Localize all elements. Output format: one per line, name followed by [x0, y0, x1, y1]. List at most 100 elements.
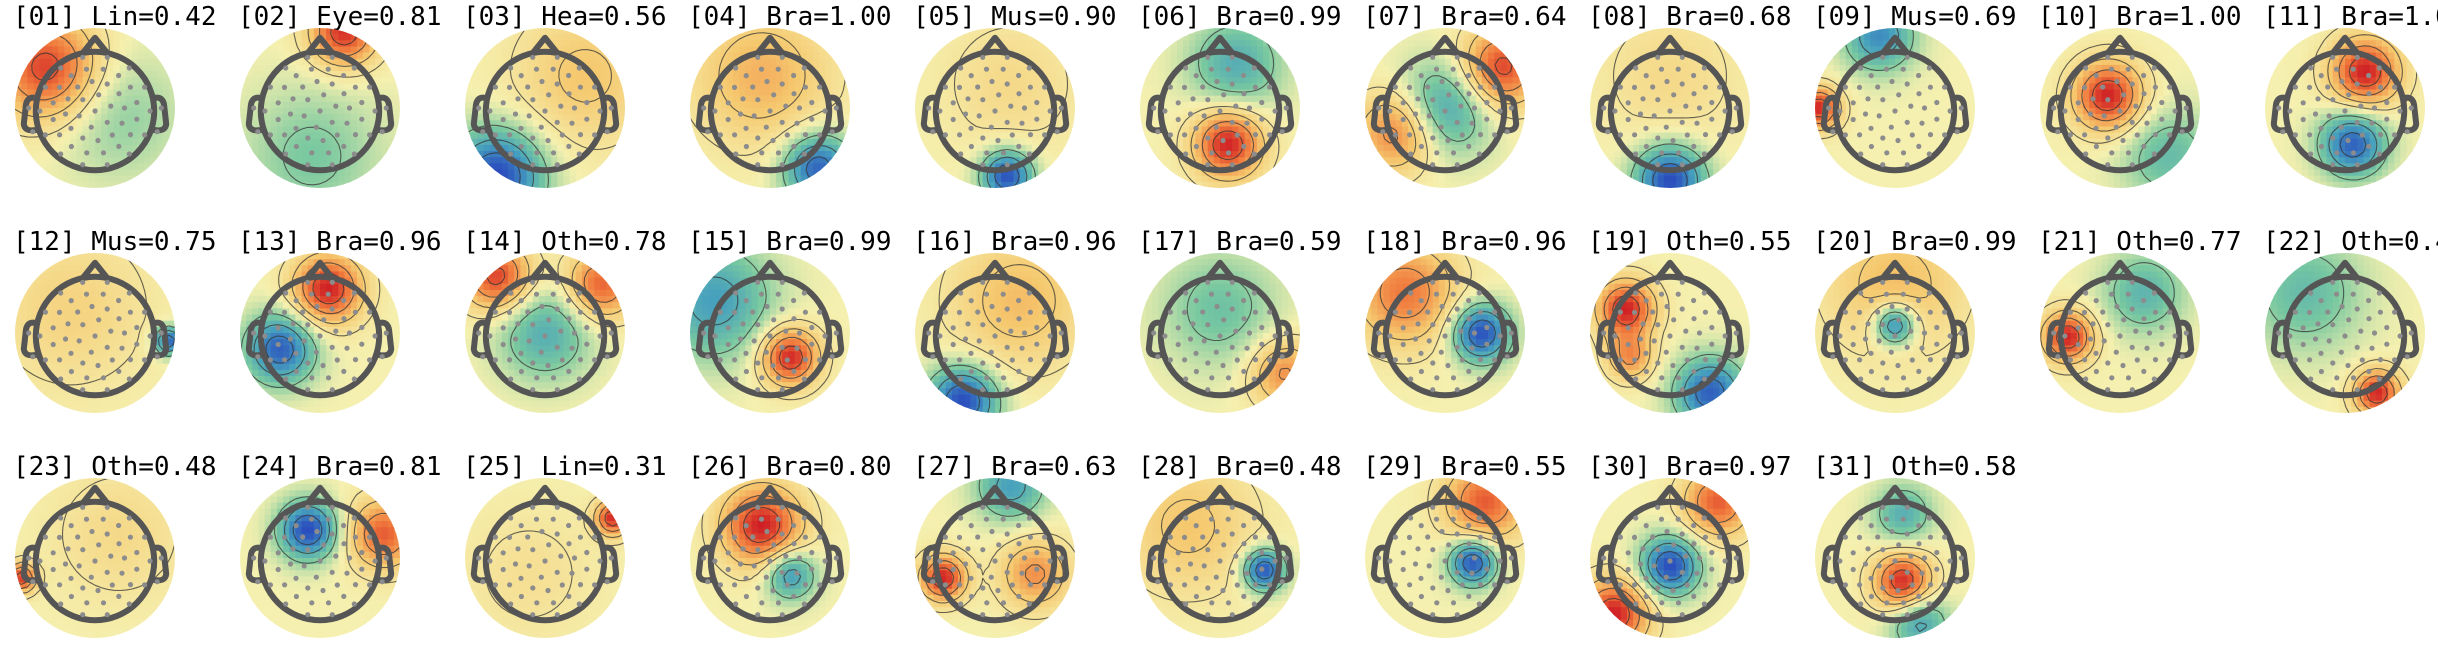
electrode	[597, 108, 603, 114]
topomap-panel-29: [29] Bra=0.55	[1363, 452, 1567, 638]
electrode	[958, 515, 964, 521]
electrode	[1213, 574, 1219, 580]
electrode	[1826, 555, 1832, 561]
electrode	[779, 279, 785, 285]
electrode	[1942, 132, 1948, 138]
electrode	[1617, 534, 1623, 540]
electrode	[89, 78, 95, 85]
electrode	[367, 309, 373, 315]
electrode	[958, 376, 964, 382]
electrode	[1430, 322, 1436, 328]
electrode	[134, 99, 140, 106]
electrode	[1267, 582, 1273, 588]
electrode	[126, 601, 132, 607]
electrode	[779, 162, 785, 168]
electrode	[2105, 322, 2111, 328]
electrode	[1858, 515, 1864, 521]
right-ear	[601, 94, 620, 134]
electrode	[127, 357, 134, 363]
electrode	[743, 523, 749, 529]
electrode	[733, 515, 739, 521]
right-ear	[1276, 94, 1295, 134]
electrode	[492, 534, 498, 540]
electrode	[2330, 54, 2336, 60]
nose	[1205, 34, 1235, 56]
electrode	[2312, 111, 2319, 117]
electrode	[1702, 357, 1709, 363]
electrode	[801, 290, 807, 296]
electrode	[508, 376, 514, 382]
electrode	[2093, 350, 2099, 356]
electrode	[80, 585, 86, 591]
electrode	[965, 321, 971, 327]
electrode	[281, 84, 288, 90]
electrode	[1916, 541, 1922, 547]
electrode	[1229, 279, 1235, 285]
electrode	[1229, 504, 1235, 510]
electrode	[937, 108, 943, 114]
electrode	[1643, 73, 1649, 79]
electrode	[1883, 291, 1890, 297]
electrode	[604, 579, 610, 585]
electrode	[1868, 575, 1874, 581]
electrode	[1702, 309, 1708, 315]
electrode	[1927, 132, 1934, 138]
electrode	[1508, 105, 1514, 111]
electrode	[1469, 120, 1475, 126]
electrode	[1009, 357, 1015, 363]
electrode	[1182, 582, 1188, 588]
electrode	[794, 345, 800, 351]
electrode	[942, 84, 949, 90]
electrode	[784, 132, 790, 138]
electrode	[127, 582, 134, 588]
electrode	[1187, 111, 1194, 117]
electrode	[1471, 105, 1478, 111]
electrode	[2287, 333, 2293, 339]
electrode	[2109, 150, 2115, 156]
electrode	[1717, 132, 1723, 138]
electrode	[37, 108, 43, 114]
component-title: [13] Bra=0.96	[238, 227, 442, 257]
electrode	[705, 354, 711, 360]
electrode	[530, 612, 536, 618]
electrode	[1392, 309, 1398, 315]
electrode	[1241, 72, 1247, 79]
electrode	[554, 531, 560, 537]
electrodes	[1151, 54, 1289, 168]
electrode	[770, 587, 776, 594]
electrode	[767, 333, 773, 339]
electrode	[530, 135, 536, 141]
electrode	[1252, 534, 1258, 540]
electrode	[308, 516, 315, 522]
electrode	[1187, 561, 1194, 567]
electrode	[65, 96, 71, 102]
electrode	[1679, 387, 1685, 393]
electrode	[937, 558, 943, 564]
electrode	[1658, 291, 1665, 297]
electrode	[950, 325, 956, 331]
electrode	[1916, 297, 1922, 304]
electrode	[2330, 387, 2336, 393]
electrode	[1826, 105, 1832, 111]
left-ear	[695, 319, 714, 359]
electrode	[2408, 330, 2414, 336]
nose	[1880, 484, 1910, 506]
electrode	[518, 523, 524, 529]
electrode	[809, 549, 815, 556]
electrode	[293, 143, 299, 150]
electrode	[147, 558, 153, 564]
electrode	[2108, 291, 2115, 297]
electrode	[305, 387, 311, 393]
electrode	[2134, 357, 2140, 363]
electrode	[1691, 316, 1697, 322]
electrode	[1679, 54, 1685, 60]
nose	[1430, 34, 1460, 56]
electrode	[89, 303, 95, 310]
electrode	[1671, 92, 1677, 98]
electrode	[1004, 306, 1010, 312]
electrode	[1659, 375, 1665, 381]
electrode	[321, 542, 327, 548]
electrode	[305, 135, 311, 141]
electrode	[2339, 78, 2345, 85]
electrode	[1476, 65, 1482, 71]
